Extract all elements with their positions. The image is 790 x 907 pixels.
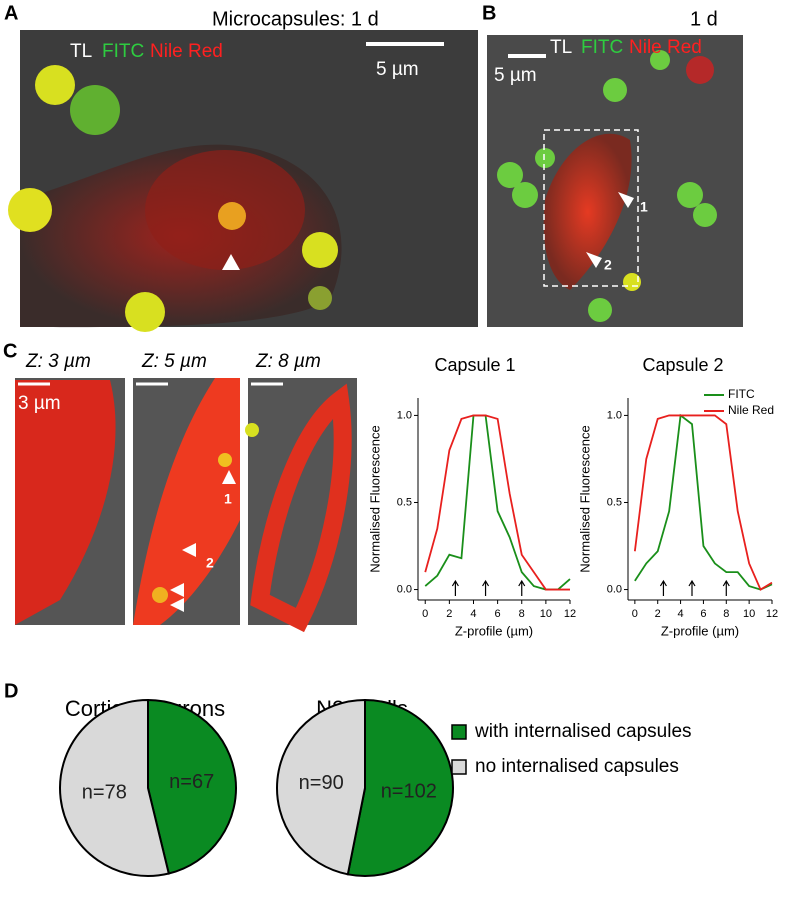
- slice-label: Z: 3 µm: [25, 351, 91, 372]
- x-tick-label: 8: [723, 608, 729, 620]
- channel-label: TL: [70, 41, 92, 62]
- panel-c-images: [15, 378, 357, 633]
- y-tick-label: 0.5: [397, 496, 412, 508]
- line-series: [634, 413, 773, 591]
- legend-swatch: [451, 724, 467, 740]
- y-tick-label: 1.0: [397, 409, 412, 421]
- scale-label: 3 µm: [18, 393, 61, 414]
- x-tick-label: 6: [495, 608, 501, 620]
- channel-label: TL: [550, 37, 572, 58]
- x-tick-label: 2: [446, 608, 452, 620]
- channel-label: FITC: [102, 41, 144, 62]
- x-axis-label: Z-profile (µm): [455, 623, 533, 638]
- x-tick-label: 10: [540, 608, 552, 620]
- x-tick-label: 12: [564, 608, 576, 620]
- arrow: [482, 579, 490, 596]
- legend-label: no internalised capsules: [475, 756, 679, 777]
- pie-slice: [276, 698, 366, 876]
- legend-label: FITC: [728, 387, 755, 401]
- marker-label: 2: [206, 555, 214, 571]
- legend-label: Nile Red: [728, 403, 774, 417]
- channel-label: Nile Red: [150, 41, 223, 62]
- value-label: n=102: [381, 781, 437, 803]
- legend-label: with internalised capsules: [474, 721, 692, 742]
- channel-label: FITC: [581, 37, 623, 58]
- panel-letter: C: [3, 340, 17, 362]
- y-tick-label: 0.0: [607, 583, 622, 595]
- arrow: [518, 579, 526, 596]
- y-tick-label: 1.0: [607, 409, 622, 421]
- arrow: [451, 579, 459, 596]
- line-series: [424, 414, 570, 591]
- marker-label: 1: [640, 199, 648, 215]
- x-tick-label: 4: [678, 608, 684, 620]
- slice-label: Z: 8 µm: [255, 351, 321, 372]
- x-tick-label: 2: [655, 608, 661, 620]
- panel-b-image: [487, 35, 743, 327]
- pie-slice: [346, 698, 454, 877]
- y-tick-label: 0.5: [607, 496, 622, 508]
- line-series: [424, 414, 571, 591]
- value-label: n=67: [169, 771, 214, 793]
- x-tick-label: 6: [700, 608, 706, 620]
- line-series: [633, 414, 773, 591]
- channel-label: Nile Red: [629, 37, 702, 58]
- panel-letter: B: [482, 2, 496, 24]
- x-tick-label: 10: [743, 608, 755, 620]
- panel-title: 1 d: [690, 8, 718, 30]
- chart-title: Capsule 1: [434, 355, 515, 375]
- pie-slice: [59, 698, 170, 877]
- y-axis-label: Normalised Fluorescence: [577, 425, 592, 572]
- y-axis-label: Normalised Fluorescence: [367, 425, 382, 572]
- arrow: [688, 579, 696, 596]
- y-tick-label: 0.0: [397, 583, 412, 595]
- marker-label: 1: [224, 491, 232, 507]
- chart-title: Capsule 2: [642, 355, 723, 375]
- scale-label: 5 µm: [494, 65, 537, 86]
- x-tick-label: 8: [519, 608, 525, 620]
- x-tick-label: 0: [422, 608, 428, 620]
- marker-label: 2: [604, 257, 612, 273]
- arrow: [659, 579, 667, 596]
- pie-slice: [147, 698, 237, 875]
- value-label: n=90: [299, 772, 344, 794]
- x-tick-label: 4: [470, 608, 476, 620]
- value-label: n=78: [82, 782, 127, 804]
- x-tick-label: 0: [632, 608, 638, 620]
- panel-letter: D: [4, 680, 18, 702]
- panel-title: Microcapsules: 1 d: [212, 8, 379, 30]
- slice-label: Z: 5 µm: [141, 351, 207, 372]
- x-tick-label: 12: [766, 608, 778, 620]
- scale-label: 5 µm: [376, 59, 419, 80]
- arrow: [722, 579, 730, 596]
- panel-letter: A: [4, 2, 18, 24]
- panel-a-image: [8, 30, 478, 332]
- legend-swatch: [451, 759, 467, 775]
- x-axis-label: Z-profile (µm): [661, 623, 739, 638]
